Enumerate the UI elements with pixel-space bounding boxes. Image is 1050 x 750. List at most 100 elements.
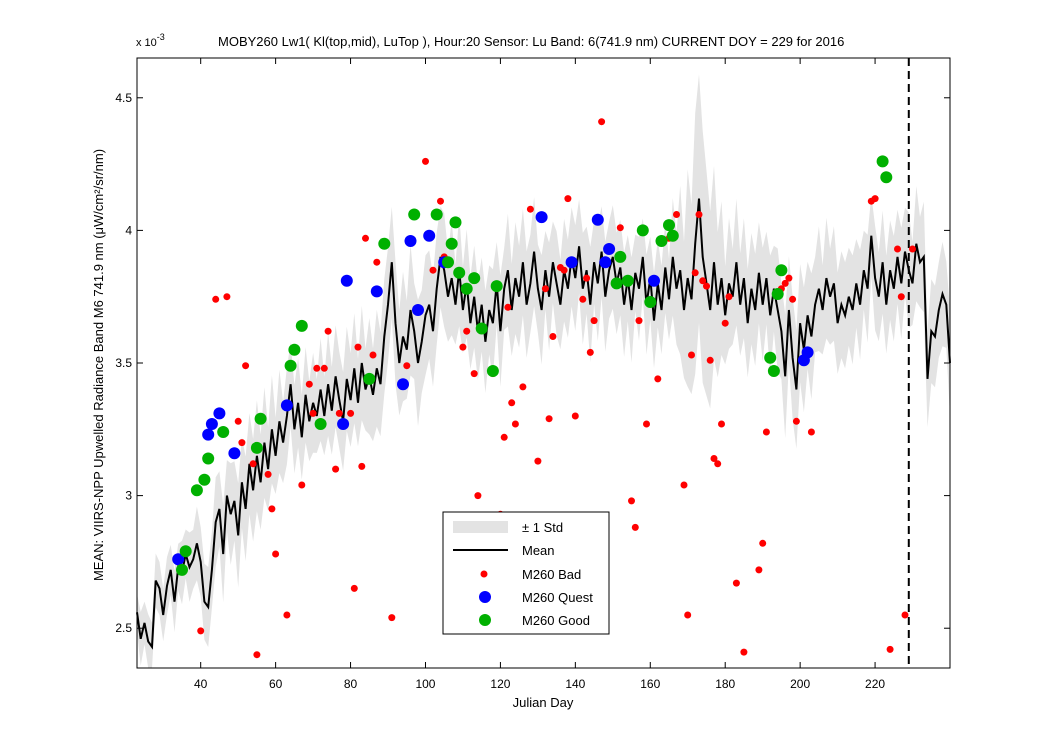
bad-point	[358, 462, 366, 470]
bad-point	[643, 420, 650, 428]
good-point	[288, 343, 301, 356]
bad-point	[807, 428, 815, 436]
bad-point	[583, 274, 591, 282]
good-point	[644, 296, 657, 308]
bad-point	[654, 375, 662, 383]
x-tick-label: 160	[640, 677, 660, 691]
bad-point	[429, 266, 437, 274]
bad-point	[324, 327, 332, 335]
bad-point	[504, 303, 512, 311]
bad-point	[234, 417, 242, 425]
bad-point	[785, 274, 793, 282]
bad-point	[721, 319, 729, 327]
bad-point	[437, 197, 444, 205]
bad-point	[500, 433, 508, 441]
good-point	[486, 365, 499, 377]
x-tick-label: 200	[790, 677, 810, 691]
bad-point	[909, 245, 916, 253]
bad-point	[762, 428, 770, 436]
good-point	[621, 274, 634, 287]
x-tick-label: 180	[715, 677, 735, 691]
bad-point	[680, 481, 688, 489]
bad-point	[673, 211, 680, 218]
good-point	[250, 441, 263, 454]
bad-point	[571, 412, 579, 420]
bad-point	[598, 118, 606, 126]
x-tick-label: 140	[565, 677, 585, 691]
bad-point	[362, 234, 369, 242]
quest-point	[412, 304, 424, 316]
good-point	[445, 237, 458, 250]
x-tick-label: 120	[490, 677, 510, 691]
good-point	[764, 351, 777, 364]
bad-point	[703, 282, 710, 290]
bad-point	[699, 277, 707, 285]
quest-point	[172, 553, 185, 566]
bad-point	[373, 258, 381, 266]
good-point	[295, 319, 308, 332]
bad-point	[590, 317, 598, 325]
good-point	[663, 219, 675, 232]
bad-point	[369, 351, 377, 359]
bad-point	[871, 195, 879, 203]
quest-point	[591, 213, 604, 226]
bad-point	[298, 481, 306, 489]
bad-point	[335, 409, 343, 417]
good-point	[490, 280, 503, 293]
x-axis: 40 60 80 100 120 140 160 180 200 220	[194, 58, 885, 691]
bad-point	[759, 539, 767, 547]
bad-point	[470, 370, 478, 378]
y-tick-label: 3	[125, 489, 132, 503]
good-point	[430, 208, 443, 221]
y-tick-label: 2.5	[115, 621, 132, 635]
quest-point	[565, 256, 578, 269]
good-point	[880, 171, 893, 184]
bad-point	[403, 362, 411, 370]
bad-point	[272, 550, 280, 558]
quest-point	[202, 428, 215, 441]
bad-point	[541, 285, 549, 293]
x-tick-label: 100	[415, 677, 435, 691]
bad-point	[545, 415, 553, 423]
bad-point	[474, 492, 482, 500]
good-point	[453, 266, 466, 279]
bad-point	[579, 295, 587, 303]
good-point	[408, 208, 421, 221]
legend: ± 1 Std Mean M260 Bad M260 Quest M260 Go…	[442, 511, 610, 635]
good-point	[442, 256, 454, 269]
y-axis-label: MEAN: VIIRS-NPP Upwelled Radiance Band M…	[91, 149, 106, 581]
x-tick-label: 60	[269, 677, 283, 691]
bad-point	[688, 351, 695, 359]
good-point	[655, 235, 668, 247]
bad-point	[628, 497, 635, 505]
good-point	[254, 412, 267, 425]
x-tick-label: 80	[344, 677, 358, 691]
chart-title: MOBY260 Lw1( Kl(top,mid), LuTop ), Hour:…	[218, 34, 844, 49]
bad-point	[781, 279, 789, 287]
good-point	[475, 322, 488, 335]
legend-bad-swatch	[480, 570, 488, 578]
bad-point	[635, 317, 643, 325]
quest-point	[337, 418, 350, 430]
bad-point	[695, 211, 703, 218]
bad-point	[249, 460, 257, 468]
bad-point	[526, 205, 534, 213]
y-tick-label: 3.5	[115, 356, 132, 370]
quest-point	[535, 211, 548, 224]
bad-point	[616, 224, 624, 232]
good-point	[314, 418, 327, 430]
bad-point	[197, 627, 205, 635]
bad-point	[332, 465, 340, 473]
bad-point	[714, 460, 722, 468]
bad-point	[238, 439, 246, 447]
bad-point	[755, 566, 763, 574]
x-axis-label: Julian Day	[513, 695, 574, 710]
bad-point	[631, 523, 639, 531]
good-point	[190, 484, 203, 497]
good-point	[614, 250, 627, 263]
good-point	[610, 277, 623, 290]
bad-points-layer	[197, 118, 916, 659]
good-point	[179, 545, 192, 558]
bad-point	[459, 343, 467, 351]
bad-point	[305, 380, 313, 388]
